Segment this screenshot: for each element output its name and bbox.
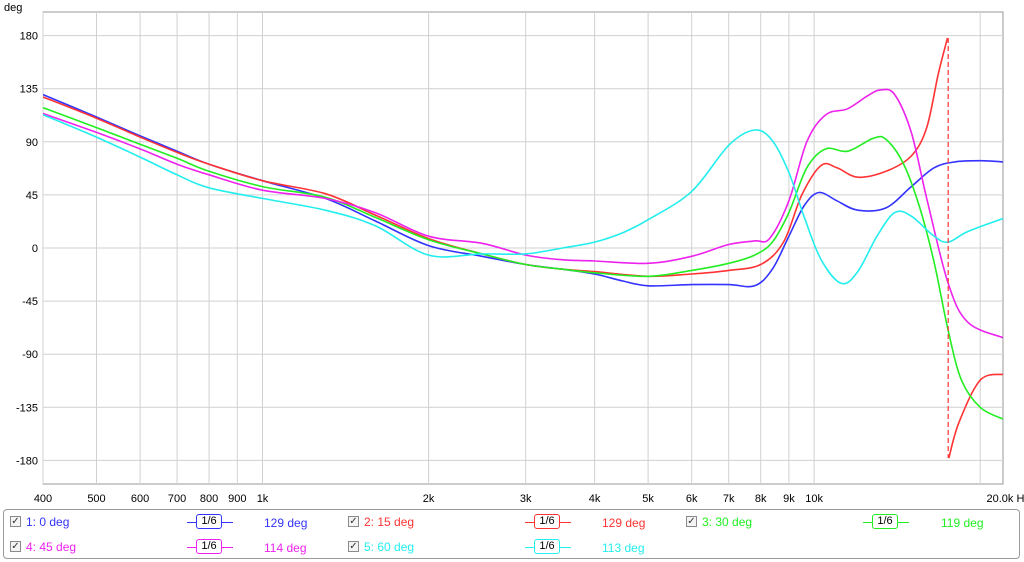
legend-value-4: 114 deg <box>264 541 307 555</box>
legend-panel: ✓ 1: 0 deg 1/6 129 deg ✓ 2: 15 deg 1/6 1… <box>3 509 1020 559</box>
x-tick-label: 10k <box>805 493 823 505</box>
smoothing-control-5[interactable]: 1/6 <box>525 539 571 555</box>
y-tick-label: 180 <box>20 31 38 43</box>
x-tick-label: 5k <box>642 493 654 505</box>
x-tick-label: 2k <box>423 493 435 505</box>
smoothing-label: 1/6 <box>872 514 898 529</box>
grid-lines <box>42 12 1003 484</box>
y-tick-label: 90 <box>26 137 38 149</box>
legend-label: 1: 0 deg <box>26 515 70 529</box>
x-tick-label: 400 <box>34 493 52 505</box>
x-tick-label: 4k <box>589 493 601 505</box>
phase-chart: 180 135 90 45 0 -45 -90 -135 -180 400 500 600 700 80… <box>4 2 1024 505</box>
y-tick-label: 45 <box>26 190 38 202</box>
y-axis-label: deg <box>4 2 22 14</box>
x-tick-label: 7k <box>723 493 735 505</box>
legend-value-5: 113 deg <box>602 541 645 555</box>
x-tick-label: 8k <box>755 493 767 505</box>
x-tick-label: 700 <box>168 493 186 505</box>
series-checkbox[interactable]: ✓ <box>686 516 697 527</box>
smoothing-label: 1/6 <box>534 539 560 554</box>
series-checkbox[interactable]: ✓ <box>348 541 359 552</box>
smoothing-control-3[interactable]: 1/6 <box>863 514 909 530</box>
smoothing-label: 1/6 <box>534 514 560 529</box>
x-tick-label: 500 <box>87 493 105 505</box>
legend-value-2: 129 deg <box>602 516 646 530</box>
series-lines <box>43 37 1003 459</box>
legend-label: 3: 30 deg <box>702 515 753 529</box>
legend-value-3: 119 deg <box>941 516 984 530</box>
x-tick-label: 800 <box>200 493 218 505</box>
x-tick-label: 6k <box>686 493 698 505</box>
y-tick-label: -135 <box>16 402 38 414</box>
x-tick-labels: 400 500 600 700 800 900 1k 2k 3k 4k 5k 6k 7k 8k 9k 10k 2… <box>34 493 1024 505</box>
y-tick-label: -180 <box>16 455 38 467</box>
series-checkbox[interactable]: ✓ <box>348 516 359 527</box>
series-line-2 <box>948 373 1003 459</box>
smoothing-control-4[interactable]: 1/6 <box>187 539 233 555</box>
series-checkbox[interactable]: ✓ <box>10 516 21 527</box>
series-line-3 <box>43 106 1003 420</box>
y-tick-label: 0 <box>32 243 38 255</box>
smoothing-control-1[interactable]: 1/6 <box>187 514 233 530</box>
smoothing-label: 1/6 <box>196 539 222 554</box>
series-line-5 <box>43 113 1003 285</box>
smoothing-control-2[interactable]: 1/6 <box>525 514 571 530</box>
smoothing-label: 1/6 <box>196 514 222 529</box>
y-tick-label: -90 <box>22 349 38 361</box>
y-tick-label: -45 <box>22 296 38 308</box>
x-tick-label: 3k <box>520 493 532 505</box>
x-tick-label: 20.0k Hz <box>986 493 1024 505</box>
x-tick-label: 600 <box>131 493 149 505</box>
x-tick-label: 9k <box>783 493 795 505</box>
legend-value-1: 129 deg <box>264 516 308 530</box>
legend-label: 5: 60 deg <box>364 540 415 554</box>
y-tick-labels: 180 135 90 45 0 -45 -90 -135 -180 <box>16 31 38 468</box>
x-tick-label: 900 <box>228 493 246 505</box>
x-tick-label: 1k <box>257 493 269 505</box>
series-line-4 <box>43 88 1003 339</box>
series-checkbox[interactable]: ✓ <box>10 541 21 552</box>
legend-label: 4: 45 deg <box>26 540 77 554</box>
y-tick-label: 135 <box>20 84 38 96</box>
legend-label: 2: 15 deg <box>364 515 415 529</box>
